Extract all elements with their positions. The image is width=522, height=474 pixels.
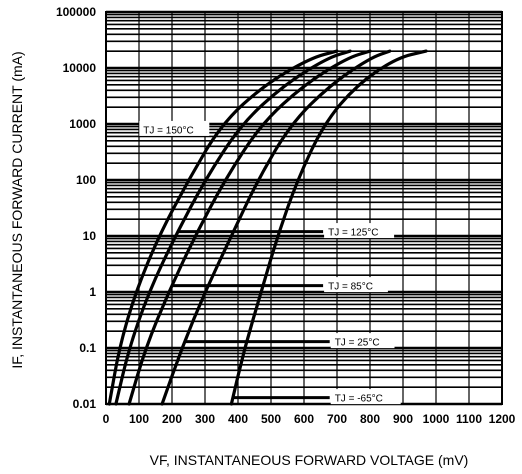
y-tick-label: 0.01 [73,397,97,411]
curve-label: TJ = 25°C [335,338,380,349]
curve-label-box [139,120,210,136]
x-tick-label: 600 [294,412,314,426]
curve-label: TJ = 85°C [328,282,373,293]
x-tick-label: 1100 [456,412,482,426]
curve-label: TJ = 125°C [328,228,378,239]
y-tick-label: 1000 [69,117,96,131]
series-curve-2 [127,49,372,406]
y-tick-label: 10000 [63,61,97,75]
series-curve-4 [229,49,428,406]
y-axis-label: IF, INSTANTANEOUS FORWARD CURRENT (mA) [9,51,25,368]
curve-label-box [330,389,401,405]
y-tick-label: 0.1 [79,341,96,355]
curves [107,49,428,406]
x-tick-label: 0 [103,412,110,426]
y-tick-label: 10 [83,229,97,243]
grid-lines [105,10,503,406]
label-leaders [171,230,330,400]
series-curve-0 [107,49,339,406]
series-curve-1 [114,49,352,406]
x-tick-label: 1000 [423,412,450,426]
x-tick-label: 800 [360,412,380,426]
x-tick-label: 900 [393,412,413,426]
curve-label-box [324,277,388,293]
y-tick-label: 1 [89,285,96,299]
curve-label-box [330,333,395,349]
x-tick-labels: 0 100 200 300 400 500 600 700 800 900 1000 1100 1200 [103,412,516,426]
series-curve-3 [160,49,392,406]
x-tick-label: 1200 [489,412,516,426]
x-tick-label: 100 [129,412,149,426]
y-tick-labels: 0.01 0.1 1 10 100 1000 10000 100000 [56,5,96,411]
x-tick-label: 700 [327,412,347,426]
curve-labels: TJ = 150°C TJ = 125°C TJ = 85°C TJ = 25°C TJ… [139,120,401,405]
y-tick-label: 100 [76,173,96,187]
x-tick-label: 300 [195,412,215,426]
curve-label: TJ = -65°C [335,394,383,405]
x-axis-label: VF, INSTANTANEOUS FORWARD VOLTAGE (mV) [150,452,469,468]
x-tick-label: 200 [162,412,182,426]
x-tick-label: 400 [228,412,248,426]
y-tick-label: 100000 [56,5,96,19]
curve-label-box [324,223,395,239]
curve-label: TJ = 150°C [143,125,193,136]
x-tick-label: 500 [261,412,281,426]
